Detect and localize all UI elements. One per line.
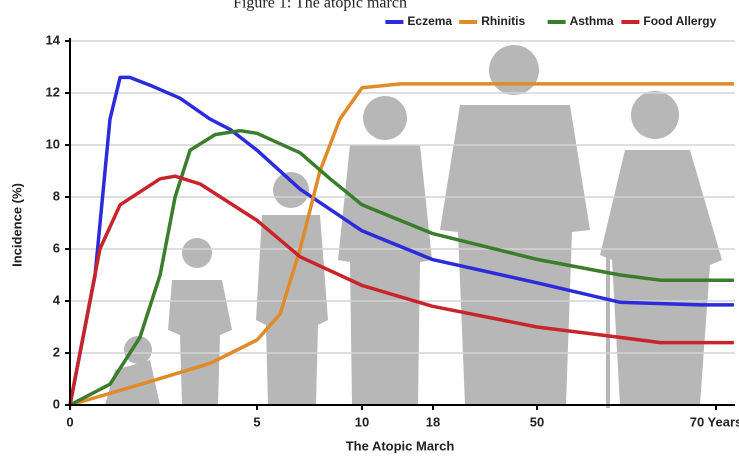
y-tick-label: 12 [46,84,60,99]
legend-label: Eczema [407,14,452,28]
legend: Eczema Rhinitis Asthma Food Allergy [385,14,716,28]
x-tick-label: 5 [253,414,260,429]
legend-label: Food Allergy [643,14,716,28]
y-tick-label: 14 [46,32,61,47]
y-tick-label: 8 [53,188,60,203]
x-tick-label: 18 [426,414,440,429]
chart-title: Figure 1: The atopic march [233,0,407,12]
x-tick-label: 70 Years [690,414,739,429]
legend-label: Rhinitis [481,14,525,28]
x-axis-title: The Atopic March [346,438,455,453]
x-tick-label: 50 [530,414,544,429]
chart: Figure 1: The atopic march The Atopic Ma… [0,0,739,456]
y-tick-label: 6 [53,240,60,255]
x-tick-label: 10 [355,414,369,429]
x-tick-label: 0 [66,414,73,429]
y-tick-label: 4 [53,292,61,307]
y-axis-title: Incidence (%) [9,183,24,267]
legend-label: Asthma [570,14,614,28]
y-tick-label: 2 [53,344,60,359]
y-tick-label: 10 [46,136,60,151]
y-tick-label: 0 [53,396,60,411]
